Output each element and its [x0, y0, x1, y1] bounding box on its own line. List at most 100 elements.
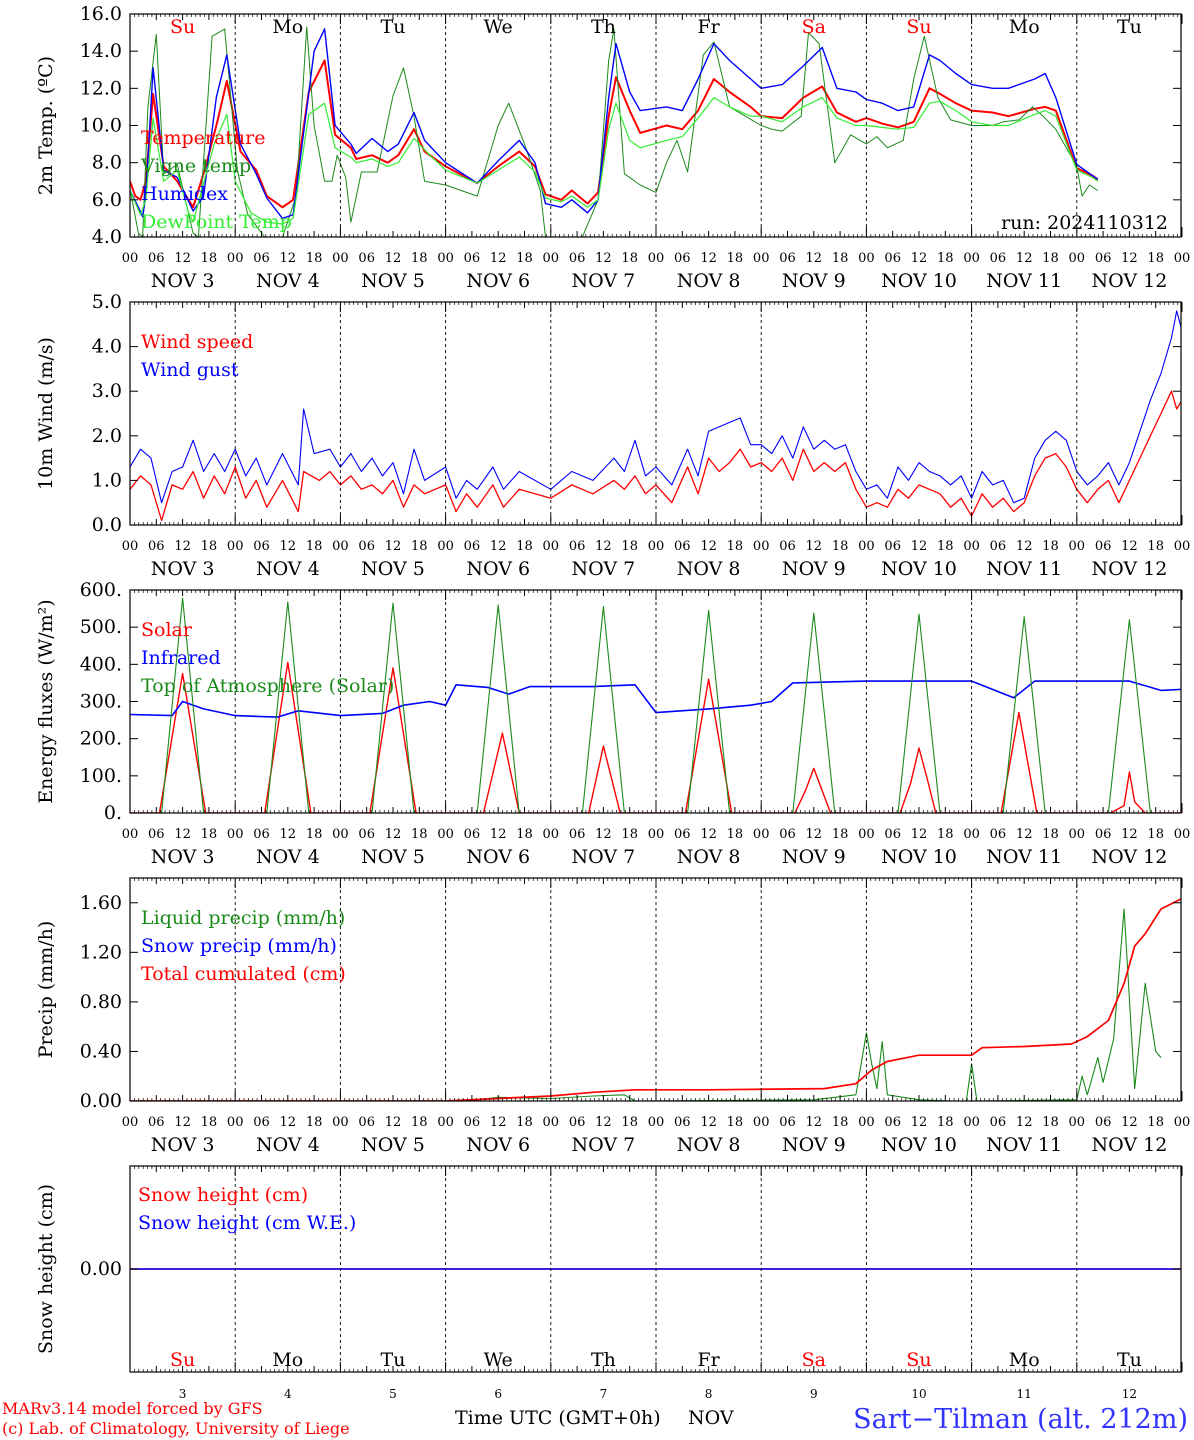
hour-tick-label: 12: [385, 539, 402, 554]
day-number: 10: [911, 1387, 926, 1401]
hour-tick-label: 00: [437, 1115, 454, 1130]
day-label: NOV 6: [466, 1134, 530, 1156]
hour-tick-label: 06: [1095, 251, 1112, 266]
y-tick-label: 4.0: [92, 226, 122, 248]
weekday-label-bottom: Fr: [697, 1349, 720, 1371]
legend-entry: Snow precip (mm/h): [141, 935, 337, 957]
hour-tick-label: 00: [543, 251, 560, 266]
series-line-2-2: [130, 597, 1181, 813]
hour-tick-label: 00: [227, 539, 244, 554]
day-label: NOV 12: [1091, 846, 1167, 868]
hour-tick-label: 18: [306, 251, 323, 266]
hour-tick-label: 12: [806, 1115, 823, 1130]
month-label: NOV: [688, 1407, 734, 1429]
hour-tick-label: 06: [253, 1115, 270, 1130]
weekday-label-top: Sa: [802, 16, 826, 38]
weekday-label-bottom: We: [484, 1349, 513, 1371]
hour-tick-label: 06: [990, 1115, 1007, 1130]
day-label: NOV 10: [881, 846, 957, 868]
hour-tick-label: 18: [621, 539, 638, 554]
chart-axes: [129, 13, 1183, 1373]
day-label: NOV 7: [572, 270, 636, 292]
hour-tick-label: 18: [1042, 1115, 1059, 1130]
hour-tick-label: 18: [201, 827, 218, 842]
hour-tick-label: 18: [832, 1115, 849, 1130]
station-title: Sart−Tilman (alt. 212m): [853, 1404, 1188, 1435]
hour-tick-label: 00: [963, 539, 980, 554]
hour-tick-label: 12: [595, 1115, 612, 1130]
day-label: NOV 10: [881, 270, 957, 292]
hour-tick-label: 06: [884, 827, 901, 842]
hour-tick-label: 06: [358, 539, 375, 554]
hour-tick-label: 18: [1042, 539, 1059, 554]
hour-tick-label: 06: [674, 1115, 691, 1130]
hour-tick-label: 12: [595, 827, 612, 842]
y-tick-label: 0.80: [80, 991, 122, 1013]
day-label: NOV 11: [986, 558, 1062, 580]
copyright: (c) Lab. of Climatology, University of L…: [2, 1419, 350, 1438]
y-tick-label: 600.: [80, 579, 122, 601]
hour-tick-label: 00: [1174, 539, 1191, 554]
run-label: run: 2024110312: [1001, 212, 1168, 234]
hour-tick-label: 12: [280, 827, 297, 842]
hour-tick-label: 06: [1095, 827, 1112, 842]
day-label: NOV 3: [151, 558, 215, 580]
weekday-label-bottom: Tu: [1117, 1349, 1142, 1371]
hour-tick-label: 06: [884, 1115, 901, 1130]
model-credit: MARv3.14 model forced by GFS: [2, 1399, 263, 1418]
hour-tick-label: 12: [1121, 1115, 1138, 1130]
hour-tick-label: 18: [411, 251, 428, 266]
hour-tick-label: 06: [464, 827, 481, 842]
y-axis-label: Precip (mm/h): [35, 921, 57, 1059]
hour-tick-label: 12: [595, 251, 612, 266]
hour-tick-label: 00: [753, 251, 770, 266]
day-label: NOV 10: [881, 558, 957, 580]
hour-tick-label: 06: [1095, 539, 1112, 554]
hour-tick-label: 00: [858, 827, 875, 842]
weekday-label-top: Su: [906, 16, 931, 38]
legend-entry: Vigne temp: [140, 155, 251, 177]
hour-tick-label: 12: [174, 827, 191, 842]
hour-tick-label: 12: [700, 539, 717, 554]
day-label: NOV 11: [986, 270, 1062, 292]
hour-tick-label: 18: [306, 539, 323, 554]
day-label: NOV 9: [782, 270, 846, 292]
day-label: NOV 9: [782, 846, 846, 868]
hour-tick-label: 18: [1147, 827, 1164, 842]
day-label: NOV 4: [256, 558, 320, 580]
hour-tick-label: 18: [201, 539, 218, 554]
hour-tick-label: 12: [1016, 827, 1033, 842]
legend-entry: Liquid precip (mm/h): [141, 907, 345, 929]
day-label: NOV 7: [572, 558, 636, 580]
hour-tick-label: 00: [437, 539, 454, 554]
hour-tick-label: 12: [1016, 1115, 1033, 1130]
weekday-label-top: Mo: [1009, 16, 1040, 38]
hour-tick-label: 12: [490, 251, 507, 266]
hour-tick-label: 06: [253, 539, 270, 554]
hour-tick-label: 06: [990, 539, 1007, 554]
hour-tick-label: 18: [832, 539, 849, 554]
hour-tick-label: 18: [621, 1115, 638, 1130]
legend-entry: Wind speed: [141, 331, 253, 353]
hour-tick-label: 12: [280, 539, 297, 554]
day-label: NOV 12: [1091, 558, 1167, 580]
hour-tick-label: 00: [332, 827, 349, 842]
series-line-1-0: [130, 390, 1181, 522]
day-label: NOV 9: [782, 558, 846, 580]
weekday-label-top: Su: [170, 16, 195, 38]
hour-tick-label: 18: [306, 1115, 323, 1130]
hour-tick-label: 18: [306, 827, 323, 842]
y-tick-label: 300.: [80, 691, 122, 713]
day-number: 11: [1017, 1387, 1032, 1401]
hour-tick-label: 18: [1147, 1115, 1164, 1130]
hour-tick-label: 00: [648, 827, 665, 842]
y-tick-label: 3.0: [92, 380, 122, 402]
weekday-label-bottom: Mo: [272, 1349, 303, 1371]
legend-entry: DewPoint Temp: [141, 211, 292, 233]
hour-tick-label: 06: [358, 827, 375, 842]
weekday-label-bottom: Tu: [381, 1349, 406, 1371]
series-line-0-0: [130, 59, 1099, 209]
hour-tick-label: 00: [858, 539, 875, 554]
hour-tick-label: 00: [437, 251, 454, 266]
